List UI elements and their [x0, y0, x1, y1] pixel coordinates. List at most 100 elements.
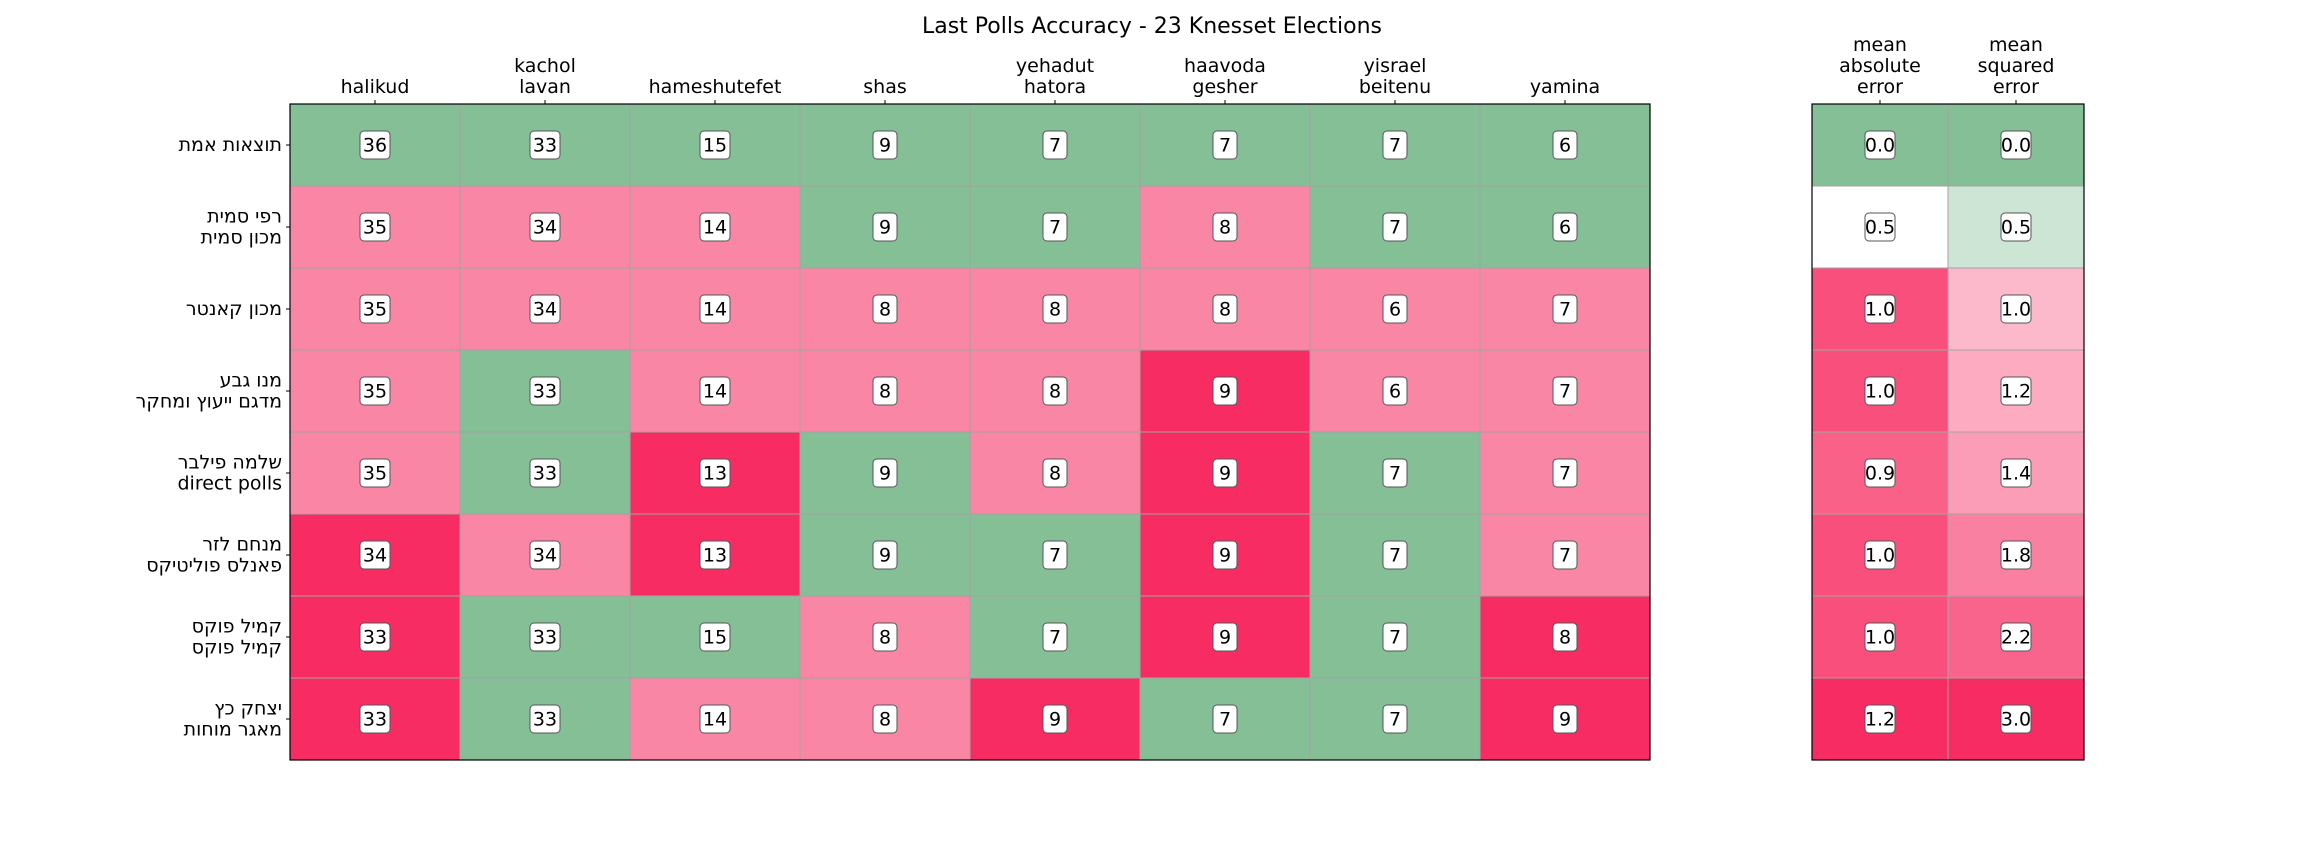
seat-value-label: 33 [529, 130, 561, 160]
party-header: haavoda [1184, 55, 1266, 77]
seat-value-label-text: 33 [533, 627, 557, 649]
seat-value-label: 9 [1212, 540, 1238, 570]
mae-value-label: 1.0 [1864, 294, 1896, 324]
poll-row-label: קמיל פוקס [192, 616, 282, 638]
seat-value-label-text: 14 [703, 299, 727, 321]
seat-value-label-text: 35 [363, 463, 387, 485]
mse-value-label: 3.0 [2000, 704, 2032, 734]
mse-value-label: 0.5 [2000, 212, 2032, 242]
party-header: yehadut [1016, 55, 1094, 77]
seat-value-label: 9 [1552, 704, 1578, 734]
seat-value-label-box [529, 130, 561, 160]
seat-value-label: 7 [1212, 130, 1238, 160]
party-header: gesher [1192, 76, 1257, 98]
seat-value-label: 35 [359, 376, 391, 406]
seat-value-label-text: 8 [879, 381, 891, 403]
mse-value-label-text: 1.4 [2001, 463, 2031, 485]
error-header: mean [1989, 34, 2043, 56]
party-header: lavan [519, 76, 571, 98]
seat-value-label: 8 [872, 704, 898, 734]
seat-value-label-text: 8 [1219, 299, 1231, 321]
seat-value-label-text: 6 [1389, 299, 1401, 321]
mae-value-label-box [1864, 212, 1896, 242]
mse-value-label-box [2000, 622, 2032, 652]
seat-value-label-text: 33 [363, 709, 387, 731]
seat-value-label-text: 8 [1559, 627, 1571, 649]
seat-value-label-box [1212, 294, 1238, 324]
chart-title: Last Polls Accuracy - 23 Knesset Electio… [922, 14, 1382, 39]
seat-value-label-text: 9 [1559, 709, 1571, 731]
seat-value-label: 34 [529, 540, 561, 570]
party-header: hameshutefet [649, 76, 782, 98]
seat-value-label: 7 [1552, 540, 1578, 570]
seat-value-label-text: 15 [703, 135, 727, 157]
seat-value-label: 8 [1552, 622, 1578, 652]
mse-value-label-box [2000, 294, 2032, 324]
mae-value-label-box [1864, 540, 1896, 570]
seat-value-label: 7 [1552, 294, 1578, 324]
seat-value-label-text: 14 [703, 709, 727, 731]
mae-value-label: 1.0 [1864, 622, 1896, 652]
seat-value-label: 6 [1552, 130, 1578, 160]
seat-value-label-box [1212, 540, 1238, 570]
mae-value-label: 0.5 [1864, 212, 1896, 242]
seat-value-label: 9 [1042, 704, 1068, 734]
seat-value-label-box [1382, 458, 1408, 488]
seat-value-label-box [1552, 704, 1578, 734]
seat-value-label: 14 [699, 294, 731, 324]
seat-value-label-text: 8 [1219, 217, 1231, 239]
seat-value-label-text: 33 [533, 463, 557, 485]
mse-value-label-text: 3.0 [2001, 709, 2031, 731]
seat-value-label-box [1212, 376, 1238, 406]
seat-value-label: 9 [1212, 376, 1238, 406]
heatmap-frame [289, 103, 1651, 761]
seat-value-label-box [1382, 540, 1408, 570]
seat-value-label-text: 9 [879, 217, 891, 239]
seat-value-label-text: 34 [533, 299, 557, 321]
poll-row-label: מכון סמית [201, 227, 282, 249]
mae-value-label-box [1864, 458, 1896, 488]
mse-value-label: 1.8 [2000, 540, 2032, 570]
mae-value-label-box [1864, 294, 1896, 324]
seat-value-label-box [529, 212, 561, 242]
seat-value-label-text: 9 [1219, 627, 1231, 649]
seat-value-label: 8 [1212, 212, 1238, 242]
seat-value-label-text: 8 [879, 299, 891, 321]
seat-value-label: 9 [872, 540, 898, 570]
seat-value-label-box [699, 458, 731, 488]
seat-value-label-text: 7 [1389, 545, 1401, 567]
seat-value-label-text: 7 [1049, 217, 1061, 239]
seat-value-label-text: 9 [879, 545, 891, 567]
seat-value-label: 35 [359, 294, 391, 324]
seat-value-label-box [529, 622, 561, 652]
seat-value-label: 33 [359, 622, 391, 652]
seat-value-label: 6 [1552, 212, 1578, 242]
seat-value-label: 7 [1552, 376, 1578, 406]
error-header: mean [1853, 34, 1907, 56]
mae-value-label-text: 1.0 [1865, 545, 1895, 567]
error-header: absolute [1839, 55, 1921, 77]
mse-value-label-box [2000, 704, 2032, 734]
seat-value-label-text: 7 [1559, 381, 1571, 403]
poll-row-label: פאנלס פוליטיקס [146, 555, 282, 577]
seat-value-label-box [1042, 130, 1068, 160]
mse-value-label: 1.2 [2000, 376, 2032, 406]
seat-value-label: 8 [872, 294, 898, 324]
seat-value-label-text: 34 [533, 545, 557, 567]
seat-value-label-box [1552, 212, 1578, 242]
seat-value-label-box [1212, 704, 1238, 734]
seat-value-label-box [1552, 458, 1578, 488]
seat-value-label-box [872, 130, 898, 160]
seat-value-label-box [529, 540, 561, 570]
mse-value-label: 1.0 [2000, 294, 2032, 324]
seat-value-label-text: 6 [1559, 217, 1571, 239]
seat-value-label: 33 [529, 622, 561, 652]
seat-value-label: 34 [529, 294, 561, 324]
seat-value-label-text: 35 [363, 217, 387, 239]
seat-value-label-box [699, 294, 731, 324]
seat-value-label: 33 [529, 704, 561, 734]
seat-value-label-box [529, 376, 561, 406]
seat-value-label-text: 35 [363, 381, 387, 403]
mse-value-label-box [2000, 458, 2032, 488]
seat-value-label: 13 [699, 540, 731, 570]
